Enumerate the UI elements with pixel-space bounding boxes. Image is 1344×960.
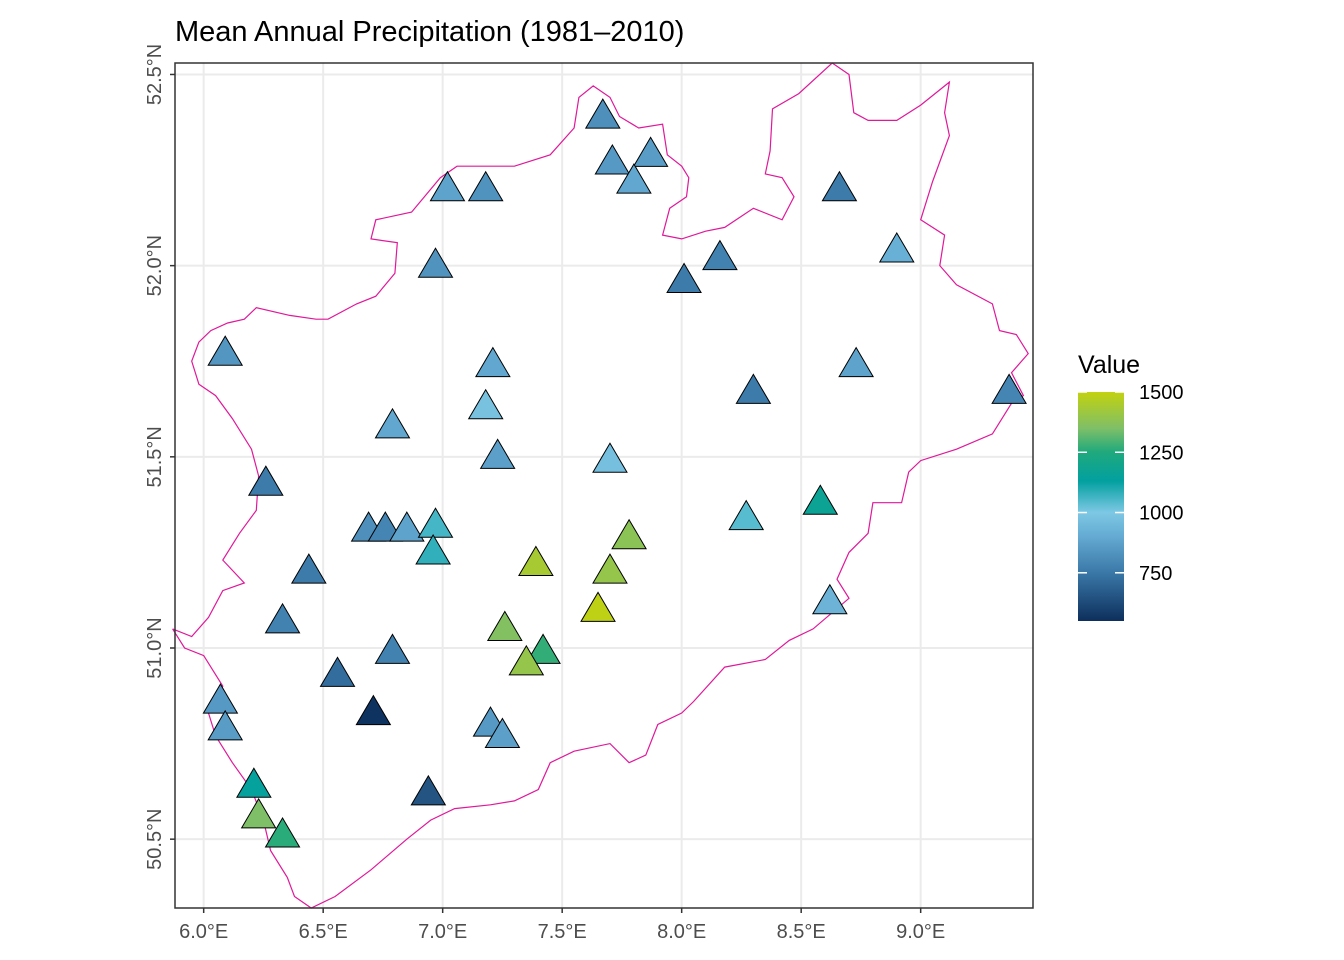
y-tick-label: 52.5°N: [144, 44, 166, 105]
station-marker: [417, 507, 454, 538]
station-marker: [319, 656, 356, 687]
x-axis: 6.0°E 6.5°E 7.0°E 7.5°E 8.0°E 8.5°E 9.0°E: [179, 908, 945, 943]
station-marker: [592, 442, 628, 473]
station-marker: [702, 239, 738, 271]
region-boundary: [172, 62, 1029, 909]
colorbar: [1078, 392, 1124, 621]
station-marker: [811, 583, 848, 615]
station-marker: [240, 797, 277, 829]
station-marker: [374, 633, 411, 664]
station-marker: [474, 346, 511, 378]
station-marker: [525, 633, 561, 664]
station-marker: [508, 644, 545, 676]
station-marker: [802, 484, 839, 515]
legend-break-label: 1250: [1139, 442, 1184, 464]
x-tick-label: 7.0°E: [418, 921, 467, 943]
station-marker: [584, 98, 621, 129]
station-markers: [202, 98, 1027, 848]
x-tick-label: 8.5°E: [777, 921, 826, 943]
station-marker: [374, 407, 411, 439]
station-marker: [735, 373, 772, 404]
station-marker: [728, 499, 765, 531]
station-marker: [838, 346, 875, 378]
colorbar-ticks: 750 1000 1250 1500: [1078, 382, 1184, 585]
y-tick-label: 51.0°N: [144, 617, 166, 678]
station-marker: [264, 816, 301, 848]
station-marker: [202, 683, 239, 714]
chart-title: Mean Annual Precipitation (1981–2010): [175, 16, 684, 48]
station-marker: [415, 534, 451, 565]
panel-background: [175, 63, 1033, 908]
station-marker: [991, 373, 1027, 404]
station-marker: [486, 610, 523, 641]
legend-break-label: 1000: [1139, 503, 1184, 525]
station-marker: [467, 388, 504, 420]
station-marker: [580, 591, 616, 622]
station-marker: [611, 518, 647, 550]
station-marker: [479, 438, 516, 469]
station-marker: [410, 774, 447, 806]
station-marker: [417, 247, 454, 278]
y-tick-label: 52.0°N: [144, 235, 166, 296]
station-marker: [484, 717, 521, 749]
x-tick-label: 6.0°E: [179, 921, 228, 943]
x-tick-label: 9.0°E: [896, 921, 945, 943]
legend-title: Value: [1078, 351, 1140, 379]
station-marker: [594, 144, 631, 175]
station-marker: [467, 170, 504, 202]
station-marker: [388, 511, 425, 542]
station-marker: [264, 602, 301, 634]
x-tick-label: 7.5°E: [538, 921, 587, 943]
y-tick-label: 50.5°N: [144, 808, 166, 869]
station-marker: [632, 136, 669, 167]
y-tick-label: 51.5°N: [144, 426, 166, 487]
legend: Value 750 1000 1250 1500: [1078, 351, 1184, 621]
station-marker: [247, 465, 284, 496]
station-marker: [821, 170, 858, 202]
panel-border: [174, 62, 1034, 909]
station-marker: [429, 170, 466, 202]
station-marker: [355, 694, 392, 726]
station-marker: [616, 163, 652, 194]
station-marker: [235, 767, 272, 798]
station-marker: [290, 553, 327, 584]
station-marker: [518, 545, 554, 576]
y-axis: 50.5°N 51.0°N 51.5°N 52.0°N 52.5°N: [144, 44, 175, 870]
x-tick-label: 6.5°E: [299, 921, 348, 943]
station-marker: [207, 335, 244, 366]
plot-panel: [172, 62, 1034, 909]
gridlines: [175, 63, 1033, 908]
station-marker: [666, 262, 702, 294]
station-marker: [207, 709, 244, 741]
station-marker: [592, 553, 628, 584]
station-marker: [878, 231, 915, 263]
legend-break-label: 750: [1139, 563, 1172, 585]
x-tick-label: 8.0°E: [657, 921, 706, 943]
legend-break-label: 1500: [1139, 382, 1184, 404]
